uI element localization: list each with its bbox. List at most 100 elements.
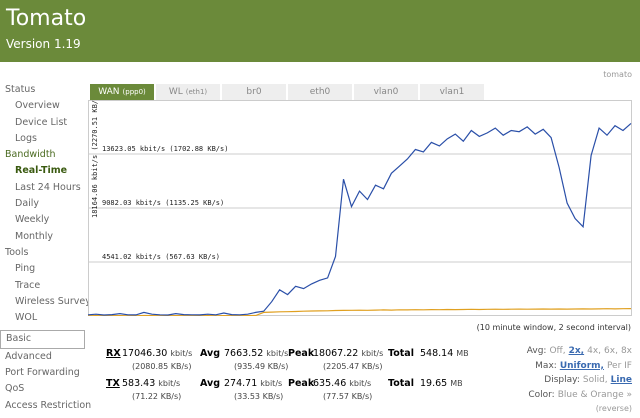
tab[interactable]: WAN (ppp0) xyxy=(90,84,154,100)
nav-item[interactable]: Last 24 Hours xyxy=(15,181,81,193)
stat-value: Peak xyxy=(288,348,315,359)
cur: 583.43 kbit/s xyxy=(122,378,180,389)
stat-value: Total xyxy=(388,378,414,389)
nav-item[interactable]: Advanced xyxy=(5,350,52,362)
stat-value: 548.14 xyxy=(420,348,454,359)
stat-value: Avg xyxy=(200,348,221,359)
option-item[interactable]: Blue & Orange » xyxy=(557,389,632,400)
option-label: Color: xyxy=(528,389,555,400)
stat-value: RX xyxy=(106,348,121,359)
tab-dev: (eth1) xyxy=(185,88,208,96)
chart: 4541.02 kbit/s (567.63 KB/s) 9082.03 kbit… xyxy=(88,100,632,316)
option-item[interactable]: Uniform, xyxy=(559,360,604,371)
series-line xyxy=(88,122,632,316)
nav-item[interactable]: Monthly xyxy=(15,230,54,242)
total: 19.65 MB xyxy=(420,378,463,389)
option-row: Color: Blue & Orange » xyxy=(525,390,632,400)
tab[interactable]: eth0 xyxy=(288,84,352,100)
label: TX xyxy=(106,378,120,389)
stat-unit: MB xyxy=(456,349,469,358)
nav-item[interactable]: Access Restriction xyxy=(5,399,92,411)
stat-value: Avg xyxy=(200,378,221,389)
stat-value: 274.71 xyxy=(224,378,258,389)
avg-label: Avg xyxy=(200,378,220,389)
title: Tomato xyxy=(6,6,87,31)
stat-unit: kbit/s xyxy=(260,379,283,388)
nav-item[interactable]: Real-Time xyxy=(15,165,68,177)
stat-value: 7663.52 xyxy=(224,348,264,359)
option-row: Avg: Off, 2x, 4x, 6x, 8x xyxy=(524,346,632,356)
stat-unit: kbit/s xyxy=(361,349,384,358)
window-note: (10 minute window, 2 second interval) xyxy=(476,323,631,332)
option-item[interactable]: Off, xyxy=(549,346,566,356)
tab-name: vlan1 xyxy=(439,87,465,97)
stat-value: 583.43 xyxy=(122,378,156,389)
hostname: tomato xyxy=(603,70,632,79)
tab-dev: (ppp0) xyxy=(122,88,146,96)
stat-sub: (935.49 KB/s) xyxy=(234,362,289,371)
stat-sub: (2205.47 KB/s) xyxy=(323,362,383,371)
option-item[interactable]: 6x, xyxy=(604,346,618,356)
stat-unit: kbit/s xyxy=(170,349,193,358)
version: Version 1.19 xyxy=(6,37,81,51)
y-tick-label: 4541.02 kbit/s (567.63 KB/s) xyxy=(102,253,220,261)
nav-item[interactable]: Wireless Survey xyxy=(15,295,91,307)
tab-name: br0 xyxy=(246,87,262,97)
nav-item[interactable]: QoS xyxy=(5,383,25,395)
option-row: Max: Uniform, Per IF xyxy=(532,361,632,371)
option-item[interactable]: Line xyxy=(610,375,632,385)
tab[interactable]: br0 xyxy=(222,84,286,100)
option-item[interactable]: Per IF xyxy=(606,360,632,371)
tab[interactable]: WL (eth1) xyxy=(156,84,220,100)
option-item[interactable]: Solid, xyxy=(582,375,608,385)
avg: 274.71 kbit/s xyxy=(224,378,282,389)
option-item[interactable]: 2x, xyxy=(568,346,585,356)
stat-value: 18067.22 xyxy=(313,348,359,359)
tab-name: WL xyxy=(168,87,183,97)
y-tick-label: 13623.05 kbit/s (1702.88 KB/s) xyxy=(102,145,228,153)
stat-unit: MB xyxy=(450,379,463,388)
nav-item[interactable]: Logs xyxy=(15,132,37,144)
header: Tomato Version 1.19 xyxy=(0,0,640,62)
nav-item[interactable]: Status xyxy=(5,84,36,95)
peak: 18067.22 kbit/s xyxy=(313,348,383,359)
nav-item[interactable]: Port Forwarding xyxy=(5,367,80,379)
peak-label: Peak xyxy=(288,378,314,389)
stat-value: 19.65 xyxy=(420,378,448,389)
stat-unit: kbit/s xyxy=(349,379,372,388)
stat-sub: (71.22 KB/s) xyxy=(132,392,182,401)
stat-value: 635.46 xyxy=(313,378,347,389)
stat-unit: kbit/s xyxy=(158,379,181,388)
nav-item[interactable]: Device List xyxy=(15,116,68,128)
max-label: 18164.06 kbit/s (2270.51 KB/s) > xyxy=(91,100,99,218)
nav-item[interactable]: WOL xyxy=(15,312,38,324)
nav-item[interactable]: Daily xyxy=(15,198,40,210)
tab-name: eth0 xyxy=(309,87,331,97)
total-label: Total xyxy=(388,378,414,389)
y-tick-label: 9082.03 kbit/s (1135.25 KB/s) xyxy=(102,199,224,207)
nav-item[interactable]: Bandwidth xyxy=(5,149,56,161)
option-item[interactable]: 4x, xyxy=(587,346,602,356)
stat-value: Peak xyxy=(288,378,315,389)
tab[interactable]: vlan1 xyxy=(420,84,484,100)
peak: 635.46 kbit/s xyxy=(313,378,371,389)
sidebar: Status Overview Device List Logs Bandwidth Re… xyxy=(0,82,92,414)
tab[interactable]: vlan0 xyxy=(354,84,418,100)
option-item[interactable]: 8x xyxy=(620,346,632,356)
nav-item[interactable]: Weekly xyxy=(15,214,50,226)
nav-item[interactable]: Ping xyxy=(15,263,36,275)
option-item[interactable]: (reverse) xyxy=(595,404,632,413)
nav-item[interactable]: Overview xyxy=(15,100,60,112)
avg-label: Avg xyxy=(200,348,220,359)
option-label: Avg: xyxy=(526,346,547,356)
stat-sub: (33.53 KB/s) xyxy=(234,392,284,401)
stat-value: Total xyxy=(388,348,414,359)
nav-item[interactable]: Basic xyxy=(0,330,85,349)
stat-sub: (77.57 KB/s) xyxy=(323,392,373,401)
option-row: Display: Solid, Line xyxy=(541,375,632,385)
stat-sub: (2080.85 KB/s) xyxy=(132,362,192,371)
cur: 17046.30 kbit/s xyxy=(122,348,192,359)
nav-item[interactable]: Trace xyxy=(15,279,41,291)
nav-item[interactable]: Tools xyxy=(5,246,29,258)
